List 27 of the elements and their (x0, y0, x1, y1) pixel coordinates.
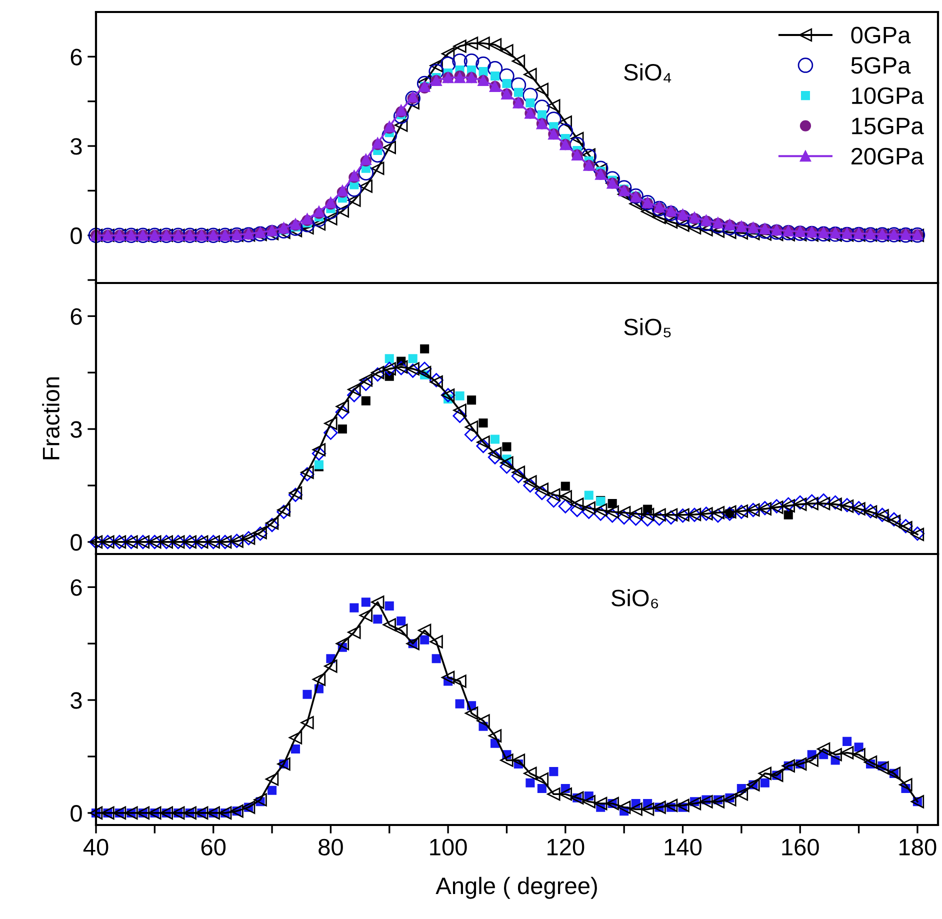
y-tick-label: 3 (70, 138, 82, 155)
x-tick-label: 60 (201, 838, 226, 856)
x-tick-label: 160 (782, 838, 819, 856)
annotation: SiO₅ (624, 318, 671, 338)
x-axis-title: Angle ( degree) (436, 876, 597, 899)
y-tick-label: 3 (70, 692, 82, 709)
annotation: SiO₆ (612, 589, 658, 608)
x-tick-label: 100 (430, 838, 467, 856)
x-tick-label: 180 (900, 838, 936, 856)
y-tick-label: 6 (70, 48, 82, 66)
y-axis-title: Fraction (42, 377, 60, 460)
annotation: SiO₄ (624, 63, 672, 82)
legend-label: 20GPa (852, 148, 924, 165)
legend-label: 10GPa (852, 87, 924, 104)
y-tick-label: 0 (70, 534, 82, 551)
x-tick-label: 120 (548, 838, 584, 856)
y-tick-label: 6 (70, 308, 82, 325)
x-tick-label: 40 (83, 838, 108, 856)
y-tick-label: 6 (70, 579, 82, 596)
y-tick-label: 0 (70, 805, 82, 822)
legend-label: 15GPa (852, 118, 924, 134)
y-tick-label: 0 (70, 227, 82, 244)
x-tick-label: 140 (664, 838, 702, 856)
y-tick-label: 3 (70, 421, 82, 438)
legend-label: 0GPa (851, 26, 911, 44)
legend-label: 5GPa (851, 57, 911, 74)
x-tick-label: 80 (318, 838, 343, 856)
